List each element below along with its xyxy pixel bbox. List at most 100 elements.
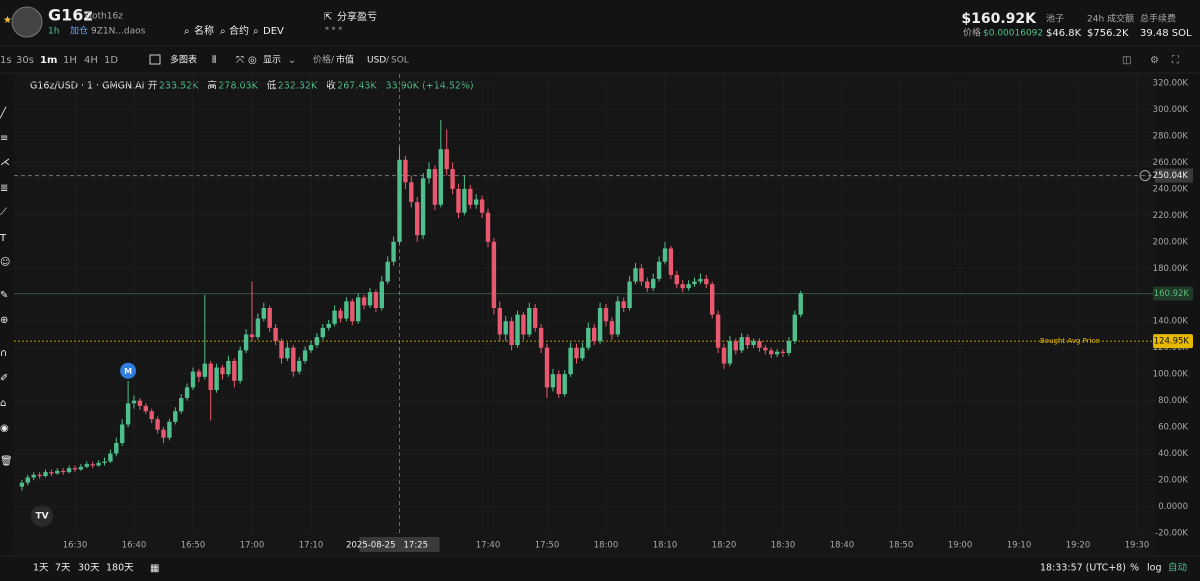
chevron: ⌄: [288, 55, 296, 66]
interval[interactable]: 1s: [0, 55, 12, 66]
option[interactable]: %: [1130, 563, 1139, 574]
y-tick-label: 100.00K: [1153, 370, 1189, 380]
tool[interactable]: ✎: [0, 290, 8, 301]
x-tick-label: 17:50: [535, 541, 560, 551]
tool[interactable]: ⋌: [0, 157, 10, 168]
x-tick-label: 18:30: [771, 541, 796, 551]
price: $0.00016092: [983, 29, 1043, 39]
tool[interactable]: ╱: [0, 106, 7, 119]
x-tick-label: 16:40: [122, 541, 147, 551]
display[interactable]: 显示: [263, 55, 281, 66]
tool[interactable]: ≣: [0, 183, 8, 194]
settings-icon[interactable]: ⚙: [1150, 55, 1159, 66]
usd-toggle[interactable]: USD: [367, 56, 386, 66]
add[interactable]: 加仓: [70, 25, 88, 37]
add-alert[interactable]: [1139, 170, 1151, 182]
symbol: G16z: [48, 6, 93, 25]
x-tick-label: 18:40: [830, 541, 855, 551]
candle-body: [161, 429, 166, 438]
candle-body: [621, 301, 626, 308]
dots: * * *: [325, 26, 342, 35]
display-icon: ◎: [248, 55, 257, 66]
candle-body: [249, 334, 255, 338]
candle-body: [72, 468, 78, 470]
y-tick-label: 300.00K: [1153, 105, 1189, 115]
range[interactable]: 180天: [106, 563, 134, 574]
range[interactable]: 30天: [78, 563, 100, 574]
candle-body: [49, 472, 54, 474]
age: 1h: [48, 27, 59, 37]
candle-body: [586, 327, 591, 348]
tool[interactable]: 🗑: [0, 455, 13, 467]
camera-icon[interactable]: ◫: [1122, 55, 1131, 66]
search-icon: ⌕: [253, 26, 259, 37]
interval[interactable]: 30s: [16, 55, 34, 66]
candle-body: [208, 363, 213, 391]
x-tick-label: 18:50: [889, 541, 914, 551]
candle-body: [167, 421, 172, 438]
y-tick-label: 60.00K: [1158, 423, 1188, 433]
ohlc-value: 267.43K: [337, 81, 377, 92]
candle-body: [125, 403, 131, 425]
star-icon[interactable]: ★: [3, 15, 12, 26]
tool[interactable]: ⌂: [0, 398, 6, 409]
tool[interactable]: ◉: [0, 423, 9, 434]
tool[interactable]: ∩: [0, 348, 7, 359]
candle-body: [102, 461, 107, 463]
interval[interactable]: 4H: [84, 55, 98, 66]
candle-body: [568, 347, 573, 375]
candle-body: [497, 308, 502, 335]
address[interactable]: 9Z1N...daos: [91, 27, 146, 37]
interval[interactable]: 1H: [63, 55, 77, 66]
link[interactable]: 合约: [229, 24, 249, 37]
slash: /: [331, 56, 335, 66]
candle-body: [273, 327, 278, 342]
candle-body: [680, 284, 685, 289]
candle-body: [438, 149, 443, 205]
range[interactable]: 7天: [55, 563, 71, 574]
candle-body: [338, 310, 343, 319]
candle-body: [704, 278, 709, 285]
price-toggle[interactable]: 价格: [313, 54, 331, 66]
sol-toggle[interactable]: SOL: [391, 56, 409, 66]
candle-body: [220, 367, 225, 375]
calendar-icon[interactable]: ▦: [150, 563, 159, 574]
tool[interactable]: ✐: [0, 373, 8, 384]
share[interactable]: 分享盈亏: [337, 10, 377, 23]
price-box: [1153, 286, 1193, 301]
avatar[interactable]: [11, 6, 43, 38]
interval[interactable]: 1D: [104, 55, 118, 66]
candle-body: [403, 159, 408, 183]
x-tick-label: 17:10: [299, 541, 324, 551]
range[interactable]: 1天: [33, 563, 49, 574]
candle-body: [31, 474, 36, 478]
tool-icon[interactable]: ⤧: [236, 55, 244, 66]
search-icon: ⌕: [184, 26, 190, 37]
link[interactable]: 名称: [194, 24, 214, 37]
candle-body: [656, 261, 662, 279]
candle-body: [302, 350, 308, 361]
tool[interactable]: ☺: [0, 257, 10, 268]
candle-body: [538, 327, 544, 348]
candle-body: [515, 314, 520, 346]
candle-body: [66, 468, 72, 473]
option[interactable]: 自动: [1168, 562, 1187, 574]
ohlc-label: 收: [326, 80, 336, 92]
candle-body: [485, 212, 491, 242]
fullscreen-icon[interactable]: ⛶: [1171, 55, 1180, 66]
tool[interactable]: ≡: [0, 133, 8, 144]
interval[interactable]: 1m: [40, 55, 57, 66]
option[interactable]: log: [1147, 563, 1161, 574]
mcap-toggle[interactable]: 市值: [336, 54, 354, 66]
multi[interactable]: 多图表: [170, 54, 197, 66]
tool[interactable]: ⊕: [0, 315, 8, 326]
candle-body: [733, 341, 738, 351]
link[interactable]: DEV: [263, 26, 284, 37]
candle-body: [361, 297, 367, 306]
x-tick-label: 18:00: [594, 541, 619, 551]
tool[interactable]: ⟋: [0, 207, 7, 218]
tool-icon[interactable]: ⫴: [212, 55, 216, 66]
tool[interactable]: T: [0, 233, 7, 244]
marker[interactable]: [120, 362, 137, 379]
stat-value: 39.48 SOL: [1140, 28, 1192, 39]
